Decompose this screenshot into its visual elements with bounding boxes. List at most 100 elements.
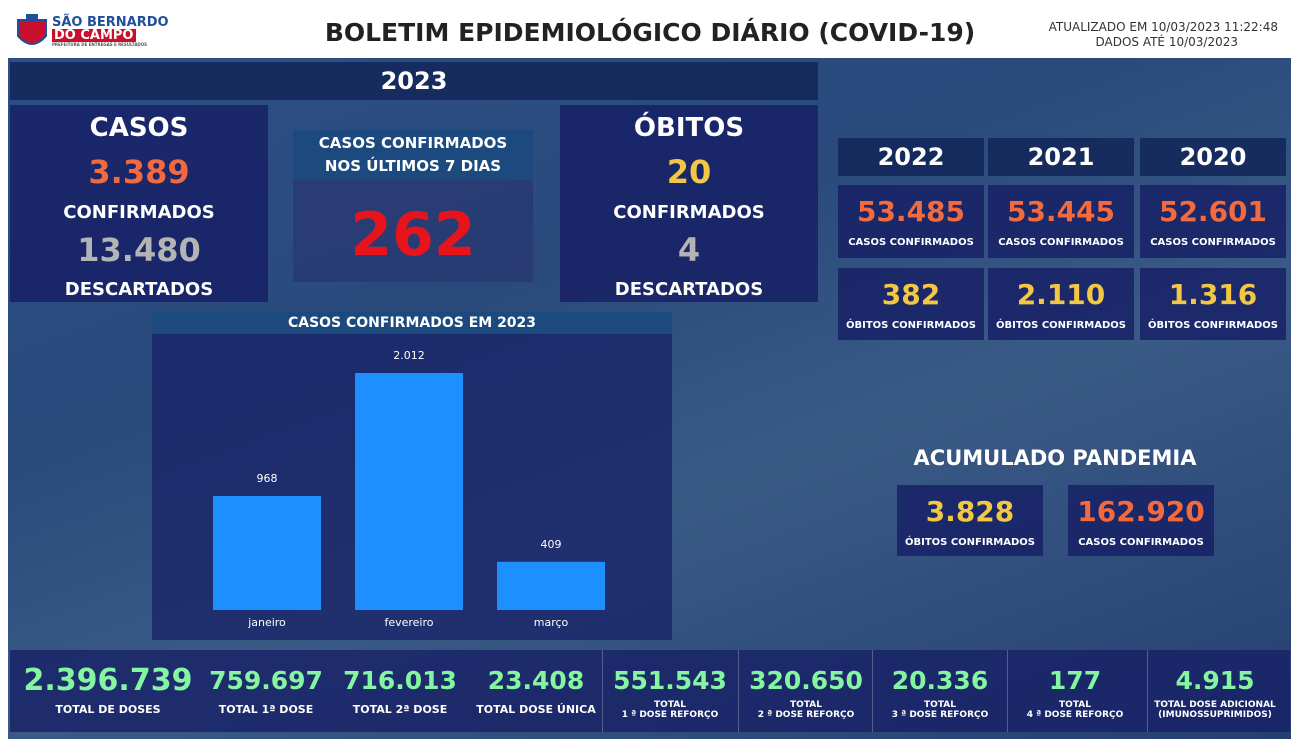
label: ÓBITOS CONFIRMADOS [845,320,976,331]
label: CASOS CONFIRMADOS [318,134,508,152]
label: DESCARTADOS [64,279,214,300]
vaccine-item: 177 TOTAL 4 ª DOSE REFORÇO [980,650,1170,732]
year-cases: 53.485 CASOS CONFIRMADOS [838,185,984,258]
label: TOTAL [1059,700,1091,710]
last7-header: CASOS CONFIRMADOS NOS ÚLTIMOS 7 DIAS [293,130,533,180]
pandemic-cases: 162.920 CASOS CONFIRMADOS [1068,485,1214,556]
year-header: 2021 [988,138,1134,176]
value: 382 [881,278,941,311]
vaccine-item: 759.697 TOTAL 1ª DOSE [171,650,361,732]
label: TOTAL [654,700,686,710]
value: 716.013 [343,666,457,695]
bar [355,373,463,610]
label: TOTAL DOSE ADICIONAL [1154,700,1276,710]
updated: ATUALIZADO EM 10/03/2023 11:22:48 [1048,20,1278,34]
bar [497,561,605,610]
x-tick-label: março [534,616,569,629]
label: ÓBITOS CONFIRMADOS [1147,320,1278,331]
year-header: 2022 [838,138,984,176]
vaccine-item: 320.650 TOTAL 2 ª DOSE REFORÇO [711,650,901,732]
value: 162.920 [1077,495,1205,528]
value: 262 [350,200,476,270]
divider [872,650,873,732]
panel-title: CASOS [89,113,189,143]
label: 3 ª DOSE REFORÇO [891,710,989,720]
label: CASOS CONFIRMADOS [848,237,974,248]
year-cases: 52.601 CASOS CONFIRMADOS [1140,185,1286,258]
value-label: 2.012 [393,349,425,362]
label: DESCARTADOS [614,279,764,300]
pandemic-title: ACUMULADO PANDEMIA [913,446,1197,470]
data-until: DADOS ATÉ 10/03/2023 [1095,35,1238,49]
chart-title: CASOS CONFIRMADOS EM 2023 [152,312,672,334]
label: CASOS CONFIRMADOS [998,237,1124,248]
logo-line: DO CAMPO [52,28,136,43]
label: CASOS CONFIRMADOS [1078,537,1204,548]
vaccine-item: 4.915 TOTAL DOSE ADICIONAL (IMUNOSSUPRIMID… [1120,650,1299,732]
divider [602,650,603,732]
year-deaths: 1.316 ÓBITOS CONFIRMADOS [1140,268,1286,340]
value: 53.485 [856,195,966,228]
value: 23.408 [487,666,585,695]
label: TOTAL DOSE ÚNICA [476,703,596,716]
label: (IMUNOSSUPRIMIDOS) [1158,710,1272,720]
vaccine-item: 23.408 TOTAL DOSE ÚNICA [441,650,631,732]
value: 759.697 [209,666,323,695]
label: TOTAL 1ª DOSE [218,703,314,716]
label: NOS ÚLTIMOS 7 DIAS [324,157,502,175]
logo-line: SÃO BERNARDO [52,15,169,30]
logo-emblem [17,14,47,45]
value: 2.110 [1016,278,1106,311]
value: 13.480 [77,231,201,269]
vaccine-item: 2.396.739 TOTAL DE DOSES [13,650,203,732]
divider [1007,650,1008,732]
label: 4 ª DOSE REFORÇO [1026,710,1124,720]
bar [213,495,321,610]
x-tick-label: fevereiro [384,616,433,629]
value: 52.601 [1158,195,1268,228]
deaths-panel: ÓBITOS 20 CONFIRMADOS 4 DESCARTADOS [560,105,818,302]
value: 3.389 [88,153,190,191]
year-header: 2023 [10,62,818,100]
value-label: 968 [257,472,278,485]
value: 20.336 [891,666,989,695]
label: CONFIRMADOS [63,202,215,223]
vaccine-item: 716.013 TOTAL 2ª DOSE [305,650,495,732]
value: 2.396.739 [23,663,193,698]
value: 3.828 [925,495,1015,528]
value: 177 [1048,666,1102,695]
year-deaths: 2.110 ÓBITOS CONFIRMADOS [988,268,1134,340]
year-header: 2020 [1140,138,1286,176]
logo-sub: PREFEITURA DE ENTREGAS E RESULTADOS [52,42,148,47]
label: TOTAL DE DOSES [55,703,161,716]
logo-text: SÃO BERNARDO DO CAMPO PREFEITURA DE ENTR… [52,16,169,47]
page-title: BOLETIM EPIDEMIOLÓGICO DIÁRIO (COVID-19) [324,18,976,47]
cases-panel: CASOS 3.389 CONFIRMADOS 13.480 DESCARTAD… [10,105,268,302]
label: CONFIRMADOS [613,202,765,223]
value: 1.316 [1168,278,1258,311]
label: ÓBITOS CONFIRMADOS [904,537,1035,548]
value: 53.445 [1006,195,1116,228]
value: 4.915 [1175,666,1255,695]
vaccine-item: 20.336 TOTAL 3 ª DOSE REFORÇO [845,650,1035,732]
x-tick-label: janeiro [247,616,286,629]
label: TOTAL [790,700,822,710]
panel-title: ÓBITOS [633,113,745,143]
chart: 968 janeiro 2.012 fevereiro 409 março [213,349,605,629]
value: 4 [677,231,701,269]
label: TOTAL 2ª DOSE [352,703,448,716]
chart-panel: CASOS CONFIRMADOS EM 2023 968 janeiro 2.01… [152,312,672,640]
value: 20 [666,153,712,191]
vaccine-item: 551.543 TOTAL 1 ª DOSE REFORÇO [575,650,765,732]
pandemic-deaths: 3.828 ÓBITOS CONFIRMADOS [897,485,1043,556]
value: 320.650 [749,666,863,695]
label: ÓBITOS CONFIRMADOS [995,320,1126,331]
label: CASOS CONFIRMADOS [1150,237,1276,248]
value-label: 409 [541,538,562,551]
label: 2 ª DOSE REFORÇO [757,710,855,720]
value: 551.543 [613,666,727,695]
label: 1 ª DOSE REFORÇO [621,710,719,720]
year-cases: 53.445 CASOS CONFIRMADOS [988,185,1134,258]
update-info: ATUALIZADO EM 10/03/2023 11:22:48 DADOS … [1000,20,1278,50]
